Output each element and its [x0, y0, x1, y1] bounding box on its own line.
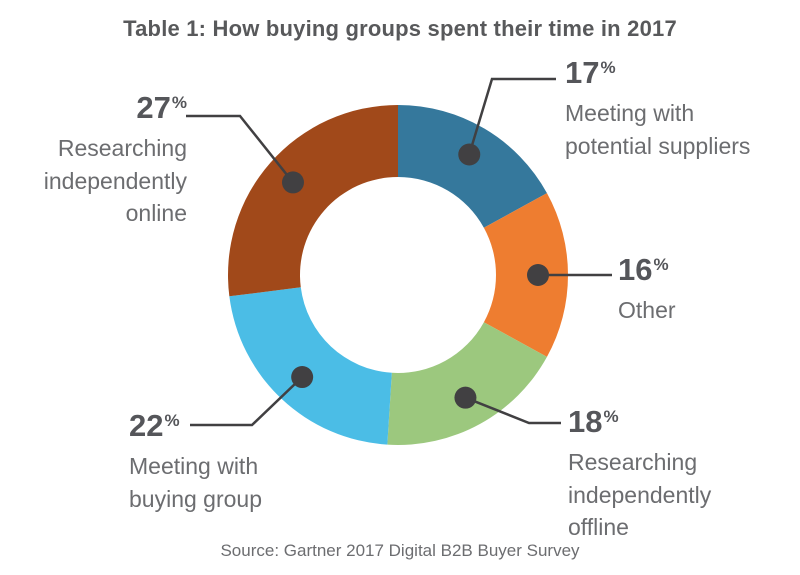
leader-dot-0: [458, 143, 481, 166]
slice-label: Researching independently online: [43, 135, 187, 227]
callout-meeting-with-buying-group: 22% Meeting with buying group: [129, 410, 262, 515]
percent-sign: %: [600, 58, 616, 77]
leader-line-3: [190, 376, 304, 427]
callout-researching-independently-online: 27% Researching independently online: [44, 92, 187, 230]
callout-meeting-with-potential-suppliers: 17% Meeting with potential suppliers: [565, 57, 750, 162]
leader-line-0: [468, 77, 556, 155]
leader-line-4: [186, 114, 294, 184]
leader-line-2: [464, 396, 561, 425]
leader-dot-4: [281, 171, 304, 194]
donut-slice-2: [387, 322, 547, 445]
leader-dot-3: [291, 366, 314, 389]
slice-label: Meeting with buying group: [129, 453, 262, 512]
percent-value: 18%: [568, 404, 619, 439]
percent-value: 22%: [129, 408, 180, 443]
donut-slice-3: [229, 287, 392, 445]
callout-researching-independently-offline: 18% Researching independently offline: [568, 406, 711, 544]
donut-slice-0: [398, 105, 547, 228]
percent-value: 16%: [618, 252, 669, 287]
percent-sign: %: [603, 407, 619, 426]
percent-value: 27%: [136, 90, 187, 125]
leader-dot-2: [454, 386, 477, 409]
callout-other: 16% Other: [618, 254, 676, 327]
chart-title: Table 1: How buying groups spent their t…: [123, 16, 677, 41]
slice-label: Meeting with potential suppliers: [565, 100, 751, 159]
percent-sign: %: [653, 255, 669, 274]
leader-dot-1: [527, 264, 549, 286]
percent-value: 17%: [565, 55, 616, 90]
percent-sign: %: [171, 93, 187, 112]
donut-slice-1: [483, 193, 568, 357]
source-note: Source: Gartner 2017 Digital B2B Buyer S…: [220, 541, 580, 560]
percent-sign: %: [164, 411, 180, 430]
donut-slice-4: [228, 104, 398, 297]
slice-label: Researching independently offline: [568, 449, 712, 541]
slice-label: Other: [618, 297, 676, 323]
